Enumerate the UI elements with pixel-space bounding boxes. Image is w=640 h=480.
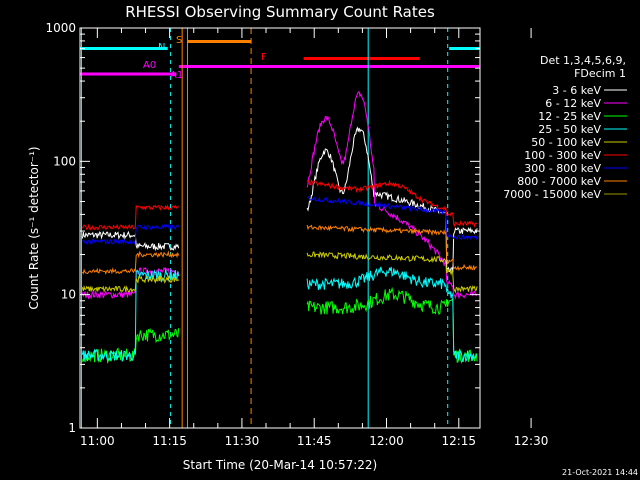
timestamp-stamp: 21-Oct-2021 14:44 [562,468,638,477]
legend-entry: 7000 - 15000 keV [503,188,601,201]
x-tick-label: 11:00 [80,434,115,448]
legend-entry: 6 - 12 keV [545,97,601,110]
flag-label: A1 [170,70,183,81]
flag-label: A0 [143,60,156,71]
legend-entry: 300 - 800 keV [524,162,601,175]
y-tick-label: 1 [68,421,76,435]
flag-bars: SN F A0 A1 [80,35,480,81]
x-tick-label: 11:15 [152,434,187,448]
chart-title: RHESSI Observing Summary Count Rates [125,3,435,21]
legend-entry: 12 - 25 keV [538,110,601,123]
x-tick-label: 12:30 [514,434,549,448]
plot-frame [79,27,481,429]
flag-label: F [261,52,267,63]
series-line [81,179,478,231]
x-axis-label: Start Time (20-Mar-14 10:57:22) [183,458,377,472]
legend-header: Det 1,3,4,5,6,9, [540,54,626,67]
series-lines [81,91,478,365]
series-line [82,196,478,246]
x-tick-label: 12:15 [441,434,476,448]
series-line [81,126,478,273]
x-tick-label: 11:45 [297,434,332,448]
series-line [81,224,478,275]
series-line [81,251,478,294]
flag-label: N [158,42,165,53]
series-line [81,91,478,300]
series-line [81,266,478,363]
legend-entry: 50 - 100 keV [531,136,601,149]
y-axis-label: Count Rate (s⁻¹ detector⁻¹) [27,146,41,309]
legend-entry: 3 - 6 keV [552,84,601,97]
y-tick-label: 100 [53,154,76,168]
x-tick-label: 11:30 [225,434,260,448]
x-tick-label: 12:00 [369,434,404,448]
y-tick-label: 1000 [45,21,76,35]
series-line [81,286,478,365]
y-axis-ticks: 1 10 100 1000 [45,21,480,435]
legend-entry: 100 - 300 keV [524,149,601,162]
flag-label: S [176,35,182,46]
legend-header: FDecim 1 [574,67,626,80]
y-tick-label: 10 [61,288,76,302]
legend-entry: 25 - 50 keV [538,123,601,136]
x-axis-ticks: 11:00 11:15 11:30 11:45 12:00 12:15 12:30 [80,28,548,448]
legend-entry: 800 - 7000 keV [517,175,601,188]
